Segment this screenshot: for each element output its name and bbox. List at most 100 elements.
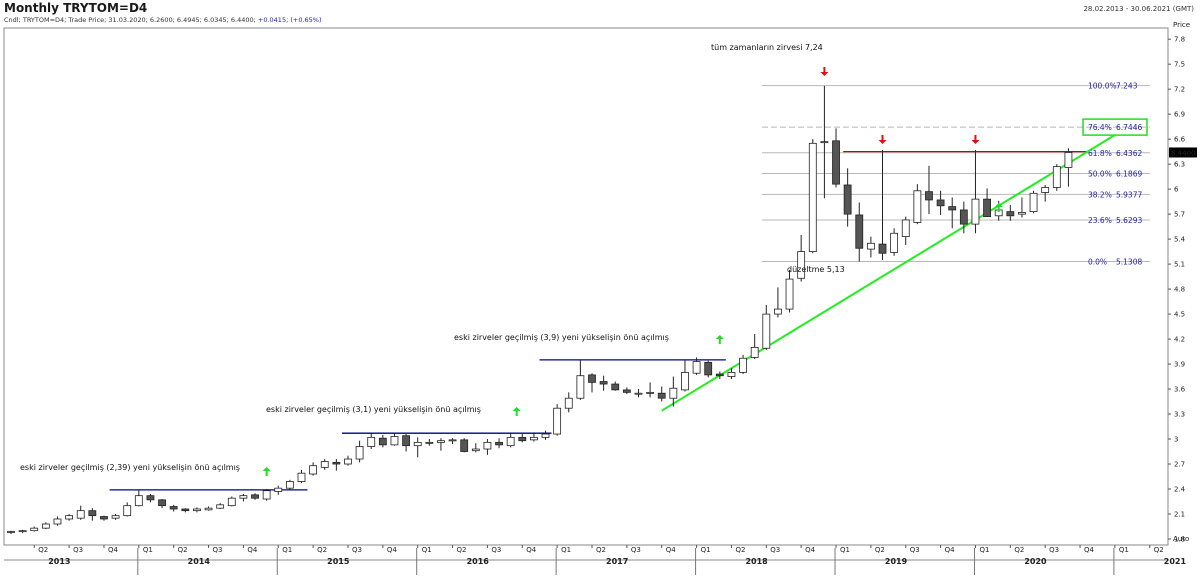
candle xyxy=(7,530,15,534)
annotation-text: tüm zamanların zirvesi 7,24 xyxy=(711,43,823,52)
candle xyxy=(204,506,213,511)
y-tick-label: 6.6 xyxy=(1174,136,1186,144)
x-quarter-label: Q2 xyxy=(178,546,188,554)
candle-body xyxy=(251,494,259,499)
x-quarter-label: Q1 xyxy=(701,546,711,554)
red-down-arrow-icon xyxy=(971,135,980,144)
candle xyxy=(530,432,538,442)
x-quarter-label: Q4 xyxy=(526,546,537,554)
y-tick-label: 4.8 xyxy=(1174,286,1185,294)
candle xyxy=(797,234,806,282)
candle-body xyxy=(1064,152,1073,168)
candle xyxy=(378,434,387,448)
candle xyxy=(588,373,596,393)
candle-body xyxy=(471,448,480,452)
candle-body xyxy=(913,190,922,223)
candle-body xyxy=(774,308,782,315)
x-quarter-label: Q1 xyxy=(979,546,989,554)
candle-body xyxy=(100,516,108,520)
candle xyxy=(355,440,364,463)
candle xyxy=(471,443,480,453)
y-tick-label: 2.7 xyxy=(1174,461,1185,469)
candle-body xyxy=(832,140,840,185)
fib-percent-label: 38.2% xyxy=(1088,190,1112,199)
candle-body xyxy=(204,507,213,511)
fib-value-label: 5.6293 xyxy=(1116,216,1142,225)
candle-body xyxy=(1052,166,1061,188)
candle xyxy=(216,503,225,510)
candle xyxy=(344,455,352,466)
x-quarter-label: Q4 xyxy=(1084,546,1095,554)
y-tick-label: 5.1 xyxy=(1174,261,1185,269)
candle-body xyxy=(855,214,864,249)
candle-body xyxy=(1018,212,1026,215)
x-quarter-label: Q2 xyxy=(1154,546,1164,554)
candle-body xyxy=(18,530,27,533)
candle xyxy=(692,357,701,375)
candle-body xyxy=(495,441,503,446)
candle-body xyxy=(425,441,434,444)
candle xyxy=(18,529,27,534)
y-tick-label: 7.8 xyxy=(1174,36,1185,44)
year-label: 2020 xyxy=(1024,557,1047,566)
candle xyxy=(100,515,108,521)
candle-body xyxy=(193,508,201,512)
fib-percent-label: 50.0% xyxy=(1088,170,1112,179)
candle xyxy=(285,479,294,490)
candle-body xyxy=(1006,211,1015,217)
candle xyxy=(948,197,957,229)
x-quarter-label: Q4 xyxy=(805,546,816,554)
y-tick-label: 3 xyxy=(1174,436,1178,444)
y-tick-label: 7.2 xyxy=(1174,86,1185,94)
candle-body xyxy=(262,490,271,500)
candle-body xyxy=(344,458,352,465)
x-quarter-label: Q1 xyxy=(1119,546,1129,554)
x-quarter-label: Q4 xyxy=(666,546,677,554)
candle xyxy=(169,504,178,512)
instrument-info: Cndl; TRYTOM=D4; Trade Price; 31.03.2020… xyxy=(4,16,322,24)
candle xyxy=(983,188,991,218)
y-tick-label: 4.5 xyxy=(1174,311,1185,319)
candle-body xyxy=(704,361,713,376)
candle xyxy=(727,368,736,380)
candle xyxy=(1029,190,1038,214)
fib-highlight-box xyxy=(1082,118,1148,136)
candle xyxy=(297,469,306,484)
candle xyxy=(123,502,132,517)
fib-value-label: 6.4362 xyxy=(1116,149,1142,158)
candle-body xyxy=(750,346,759,358)
candle xyxy=(634,389,643,398)
candle xyxy=(681,359,689,392)
candle-body xyxy=(611,383,620,391)
green-up-arrow-icon xyxy=(262,467,271,476)
plot-frame xyxy=(3,27,1169,546)
x-quarter-label: Q2 xyxy=(735,546,745,554)
candle-body xyxy=(134,495,143,507)
x-quarter-label: Q4 xyxy=(945,546,956,554)
candle-body xyxy=(936,199,945,207)
candle xyxy=(332,459,341,471)
annotation-text: eski zirveler geçilmiş (3,9) yeni yüksel… xyxy=(454,333,669,342)
year-label: 2013 xyxy=(48,557,70,566)
x-quarter-label: Q1 xyxy=(143,546,153,554)
candle-body xyxy=(622,389,631,393)
green-up-arrow-icon xyxy=(715,335,724,344)
year-label: 2014 xyxy=(188,557,211,566)
candle-body xyxy=(820,141,829,144)
candle xyxy=(413,437,422,458)
candle xyxy=(262,489,271,501)
candle-body xyxy=(88,510,97,517)
candle xyxy=(53,516,62,526)
fib-value-label: 5.1308 xyxy=(1116,258,1142,267)
candle xyxy=(367,433,376,450)
price-axis-label: Price xyxy=(1173,21,1190,29)
x-quarter-label: Q4 xyxy=(247,546,258,554)
candle-body xyxy=(634,392,643,395)
candle-body xyxy=(402,435,410,447)
candle xyxy=(146,494,155,503)
candle-body xyxy=(239,495,248,499)
candle xyxy=(251,493,259,500)
candle-body xyxy=(983,198,991,218)
candle-body xyxy=(378,437,387,446)
